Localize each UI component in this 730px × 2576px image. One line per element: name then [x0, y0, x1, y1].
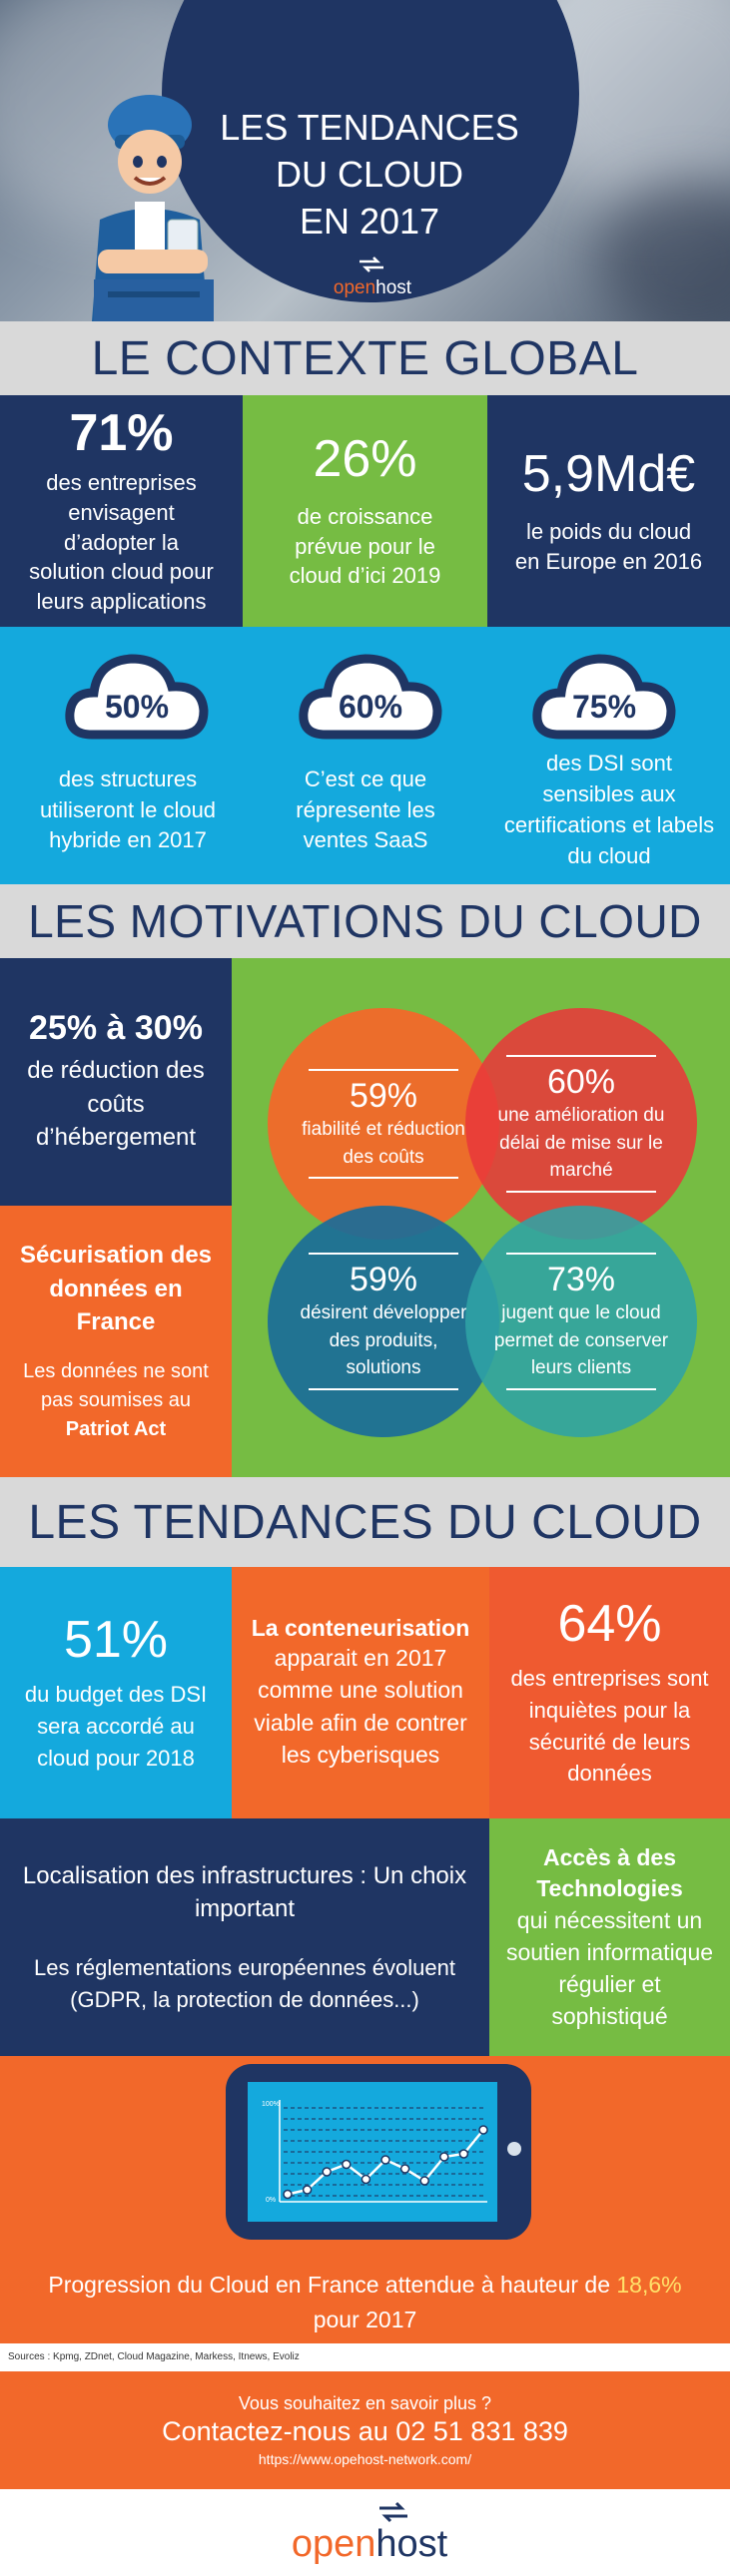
location-card: Localisation des infrastructures : Un ch…: [0, 1818, 489, 2056]
security-title: Sécurisation des données en France: [19, 1242, 213, 1336]
container-card: La conteneurisation apparait en 2017 com…: [232, 1567, 489, 1818]
chart-ylabel-bottom: 0%: [266, 2197, 276, 2204]
cloud-text: des structures utiliseront le cloud hybr…: [39, 766, 217, 853]
worry-value: 64%: [557, 1594, 662, 1653]
hero-logo: openhost: [333, 277, 412, 298]
cloud-stat-60: 60%: [296, 647, 455, 757]
context-header: LE CONTEXTE GLOBAL: [0, 321, 730, 395]
bubble-text: jugent que le cloud permet de conserver …: [493, 1302, 669, 1379]
chart-point-8: [439, 2152, 449, 2162]
hero-banner: LES TENDANCES DU CLOUD EN 2017 openhost: [0, 0, 730, 321]
progress-line-chart: 100% 0%: [248, 2082, 497, 2222]
cloud-pct: 60%: [338, 689, 403, 725]
contact-phone[interactable]: Contactez-nous au 02 51 831 839: [162, 2416, 568, 2446]
chart-ylabel-top: 100%: [262, 2101, 280, 2108]
cloud-pct: 50%: [104, 689, 170, 725]
bubble-pct: 60%: [546, 1063, 616, 1102]
stat-text: le poids du cloud en Europe en 2016: [514, 518, 703, 574]
bubble-text: une amélioration du délai de mise sur le…: [497, 1105, 665, 1182]
cloud-pct: 75%: [571, 689, 637, 725]
budget-card: 51% du budget des DSI sera accordé au cl…: [0, 1567, 232, 1818]
container-text: apparait en 2017 comme une solution viab…: [254, 1645, 467, 1768]
location-title: Localisation des infrastructures : Un ch…: [22, 1861, 467, 1923]
cost-reduction-card: 25% à 30% de réduction des coûts d’héber…: [0, 958, 232, 1206]
bubble-text: désirent développer des produits, soluti…: [300, 1302, 467, 1379]
worry-text: des entreprises sont inquiètes pour la s…: [510, 1665, 709, 1787]
motivations-header-text: LES MOTIVATIONS DU CLOUD: [28, 895, 702, 947]
cloud-icon: [65, 654, 209, 740]
bubble-pct: 59%: [349, 1261, 418, 1299]
cloud-icon: [532, 654, 676, 740]
progress-section: 100% 0% Progression du Cloud en France a…: [0, 2056, 730, 2343]
stat-text: de croissance prévue pour le cloud d’ici…: [289, 504, 441, 589]
openhost-logo-icon: [360, 257, 383, 272]
chart-point-1: [302, 2185, 313, 2195]
tablet-device: 100% 0%: [226, 2064, 531, 2240]
bubble-reliability: 59% fiabilité et réduction des coûts: [268, 1008, 499, 1240]
motivations-header: LES MOTIVATIONS DU CLOUD: [0, 884, 730, 958]
chart-point-3: [342, 2159, 352, 2170]
openhost-logo-icon: [379, 2501, 407, 2523]
budget-text: du budget des DSI sera accordé au cloud …: [24, 1681, 208, 1771]
location-text: Les réglementations européennes évoluent…: [34, 1954, 455, 2012]
budget-value: 51%: [63, 1610, 169, 1669]
chart-point-0: [283, 2189, 293, 2200]
cloud-icon: [299, 654, 442, 740]
cost-text: de réduction des coûts d’hébergement: [27, 1057, 205, 1152]
worry-card: 64% des entreprises sont inquiètes pour …: [489, 1567, 730, 1818]
footer-logo: openhost: [291, 2523, 448, 2565]
stat-value: 5,9Md€: [521, 444, 696, 503]
stat-value: 71%: [69, 404, 174, 463]
progress-text: Progression du Cloud en France attendue …: [48, 2272, 682, 2332]
cloud-stat-75: 75%: [529, 647, 689, 757]
bubble-time-to-market: 60% une amélioration du délai de mise su…: [465, 1008, 697, 1240]
stat-26: 26% de croissance prévue pour le cloud d…: [243, 395, 487, 627]
trends-header: LES TENDANCES DU CLOUD: [0, 1477, 730, 1567]
bubble-pct: 59%: [349, 1076, 418, 1115]
tablet-home-button: [507, 2142, 521, 2156]
bubble-text: fiabilité et réduction des coûts: [302, 1118, 465, 1168]
stat-71: 71% des entreprises envisagent d’adopter…: [0, 395, 243, 627]
stat-text: des entreprises envisagent d’adopter la …: [29, 470, 214, 615]
container-title: La conteneurisation: [251, 1615, 470, 1642]
trends-header-text: LES TENDANCES DU CLOUD: [28, 1495, 702, 1549]
contact-url-link[interactable]: https://www.opehost-network.com/: [258, 2451, 472, 2467]
stat-value: 26%: [313, 429, 417, 488]
chart-point-4: [361, 2174, 371, 2185]
context-header-text: LE CONTEXTE GLOBAL: [91, 331, 639, 385]
bubble-retain-clients: 73% jugent que le cloud permet de conser…: [465, 1206, 697, 1437]
stat-5-9: 5,9Md€ le poids du cloud en Europe en 20…: [487, 395, 730, 627]
security-text: Les données ne sont pas soumises au Patr…: [23, 1359, 209, 1440]
contact-question: Vous souhaitez en savoir plus ?: [238, 2393, 492, 2413]
cloud-text: des DSI sont sensibles aux certification…: [503, 751, 715, 868]
footer: openhost: [0, 2489, 730, 2576]
chart-point-7: [419, 2176, 429, 2186]
cloud-text: C’est ce que répresente les ventes SaaS: [296, 766, 435, 853]
hero-title: LES TENDANCES DU CLOUD EN 2017: [220, 107, 519, 242]
cloud-stat-50: 50%: [62, 647, 222, 757]
security-card: Sécurisation des données en France Les d…: [0, 1206, 232, 1477]
mascot-illustration: [92, 95, 214, 321]
sources: Sources : Kpmg, ZDnet, Cloud Magazine, M…: [0, 2343, 730, 2371]
access-text: qui nécessitent un soutien informatique …: [505, 1906, 714, 2030]
chart-point-2: [322, 2167, 332, 2177]
progress-value: 18,6%: [616, 2272, 682, 2298]
bubble-pct: 73%: [546, 1261, 616, 1299]
chart-point-10: [478, 2125, 488, 2135]
cost-value: 25% à 30%: [29, 1009, 203, 1048]
chart-point-6: [399, 2164, 410, 2174]
chart-point-9: [458, 2149, 469, 2159]
chart-point-5: [380, 2155, 390, 2165]
bubble-develop: 59% désirent développer des produits, so…: [268, 1206, 499, 1437]
access-card: Accès à des Technologies qui nécessitent…: [489, 1818, 730, 2056]
patriot-act: Patriot Act: [65, 1417, 167, 1440]
access-title: Accès à des Technologies: [536, 1843, 683, 1901]
contact-section: Vous souhaitez en savoir plus ? Contacte…: [0, 2371, 730, 2489]
